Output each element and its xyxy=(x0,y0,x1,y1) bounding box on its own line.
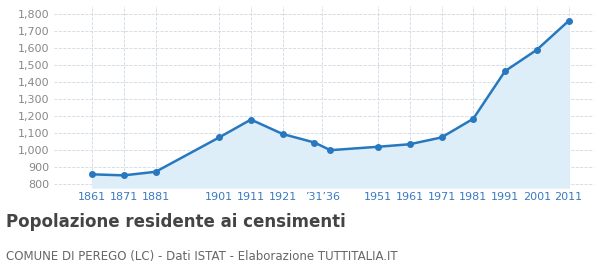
Text: COMUNE DI PEREGO (LC) - Dati ISTAT - Elaborazione TUTTITALIA.IT: COMUNE DI PEREGO (LC) - Dati ISTAT - Ela… xyxy=(6,250,398,263)
Text: Popolazione residente ai censimenti: Popolazione residente ai censimenti xyxy=(6,213,346,231)
